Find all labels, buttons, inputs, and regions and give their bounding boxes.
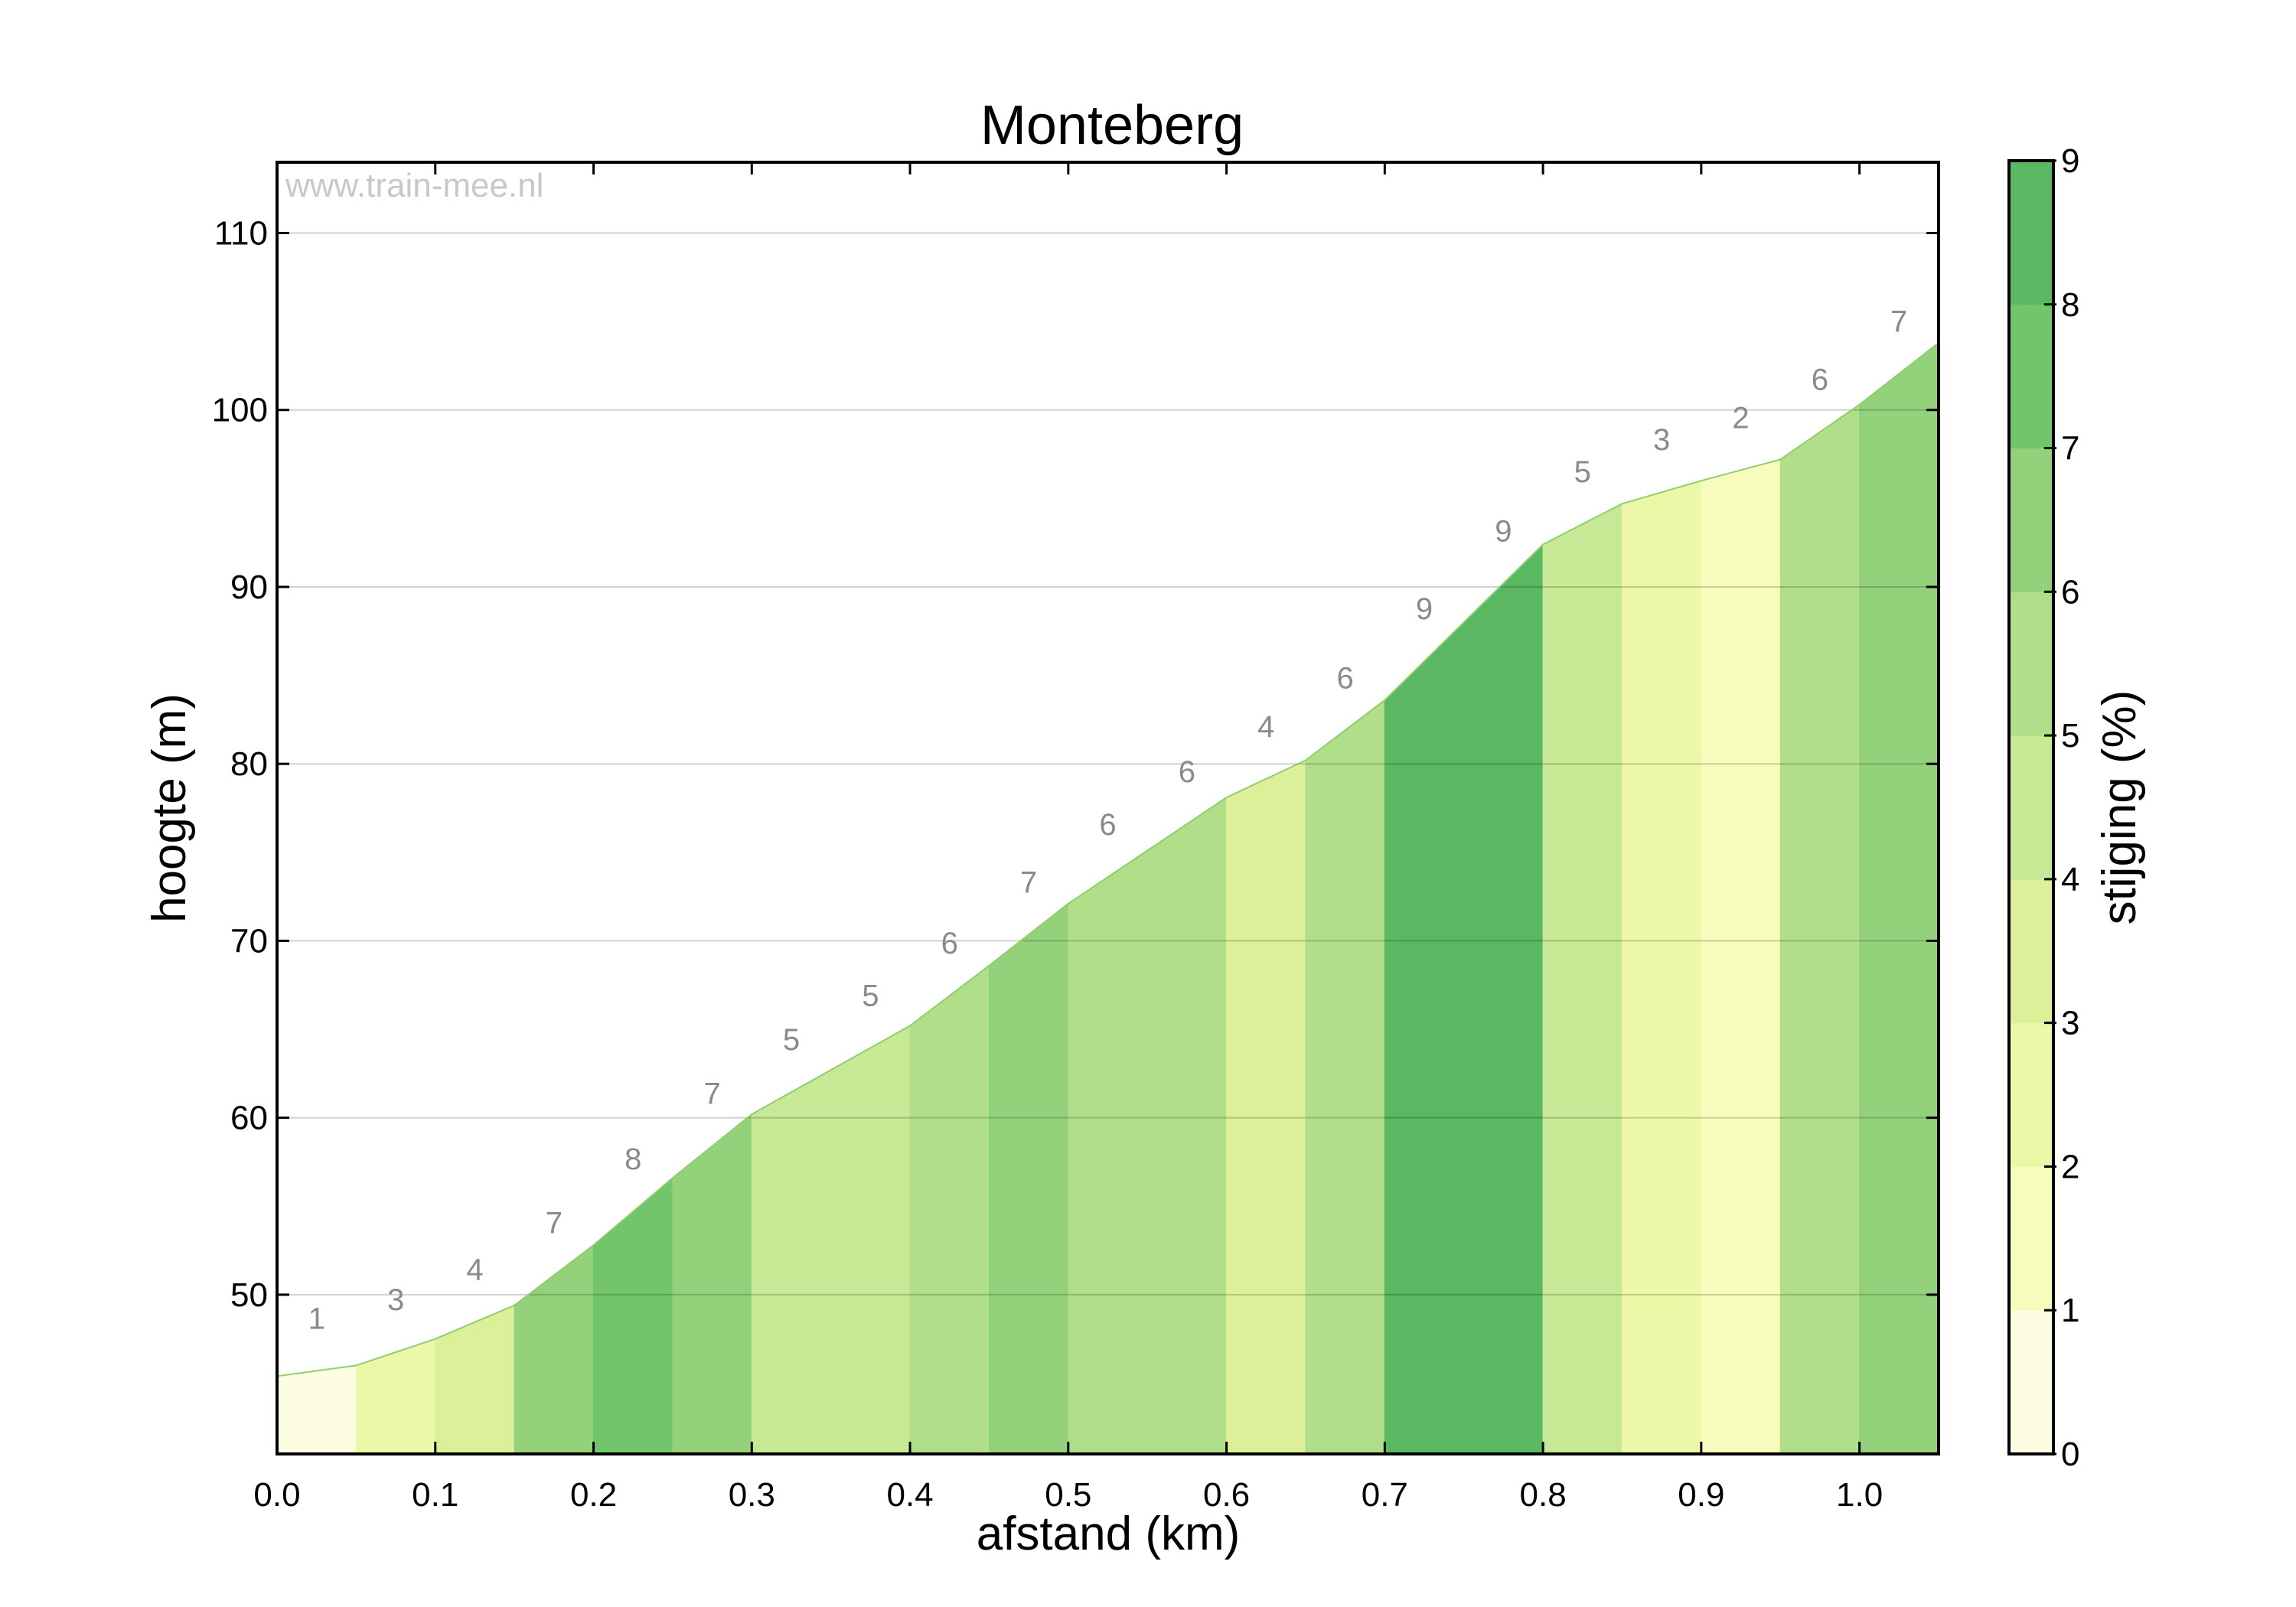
y-tick-label: 100 <box>212 392 268 429</box>
x-tick-label: 0.1 <box>412 1476 458 1514</box>
gradient-label: 2 <box>1732 401 1749 435</box>
x-tick-label: 0.2 <box>570 1476 617 1514</box>
y-tick-label: 60 <box>230 1100 268 1137</box>
colorbar-tick-label: 1 <box>2061 1292 2079 1329</box>
gradient-segment <box>1621 480 1702 1455</box>
gradient-segment <box>1226 759 1306 1455</box>
gradient-label: 1 <box>308 1302 325 1335</box>
gradient-segment <box>909 964 990 1455</box>
gradient-segment <box>1384 621 1465 1455</box>
colorbar-frame <box>2007 159 2055 1455</box>
gradient-labels: 1 3 4 7 8 7 5 5 6 7 6 6 4 6 9 9 5 3 2 6 7 <box>308 305 1908 1335</box>
gradient-label: 6 <box>1099 808 1116 842</box>
gradient-segment <box>1859 341 1939 1455</box>
x-tick-label: 0.0 <box>253 1476 300 1514</box>
colorbar-segment <box>2009 735 2053 880</box>
y-axis-label: hoogte (m) <box>143 693 196 923</box>
x-tick-label: 0.3 <box>729 1476 775 1514</box>
y-tick-label: 70 <box>230 922 268 960</box>
colorbar-label: stijging (%) <box>2093 690 2146 925</box>
gradient-segment <box>1542 503 1623 1455</box>
colorbar-segment <box>2009 448 2053 592</box>
colorbar-tick-label: 4 <box>2061 861 2079 898</box>
colorbar-ticks: 0 1 2 3 4 5 6 7 8 9 <box>2044 142 2079 1473</box>
colorbar-tick-label: 8 <box>2061 286 2079 324</box>
colorbar-segment <box>2009 304 2053 449</box>
gradient-label: 5 <box>1574 455 1591 489</box>
colorbar-tick-label: 9 <box>2061 142 2079 180</box>
colorbar-segment <box>2009 1310 2053 1455</box>
gradient-segment <box>672 1113 752 1455</box>
x-tick-label: 0.9 <box>1678 1476 1724 1514</box>
x-axis-ticks: 0.0 0.1 0.2 0.3 0.4 0.5 0.6 0.7 0.8 0.9 1.0 <box>253 162 1883 1514</box>
colorbar-segment <box>2009 1166 2053 1311</box>
gradient-segment <box>276 1364 357 1455</box>
gradient-segment <box>830 1025 911 1455</box>
gradient-segment <box>988 902 1069 1455</box>
gradient-label: 4 <box>1257 710 1274 744</box>
gradient-segment <box>1463 543 1544 1455</box>
y-tick-label: 110 <box>214 214 268 252</box>
gradient-segment <box>1779 403 1861 1455</box>
x-axis-label: afstand (km) <box>977 1508 1241 1560</box>
colorbar-segment <box>2009 592 2053 736</box>
y-axis-ticks: 50 60 70 80 90 100 110 <box>212 214 1939 1314</box>
colorbar-tick-label: 2 <box>2061 1148 2079 1185</box>
colorbar-tick-label: 7 <box>2061 430 2079 468</box>
gradient-label: 9 <box>1495 514 1512 548</box>
colorbar-tick-label: 0 <box>2061 1436 2079 1473</box>
gradient-label: 5 <box>783 1023 800 1057</box>
gradient-label: 8 <box>625 1143 641 1176</box>
x-tick-label: 0.8 <box>1520 1476 1567 1514</box>
colorbar <box>2009 161 2053 1455</box>
x-tick-label: 1.0 <box>1836 1476 1883 1514</box>
y-tick-label: 80 <box>230 745 268 783</box>
gradient-label: 3 <box>1653 423 1670 457</box>
gradient-label: 5 <box>862 979 879 1012</box>
gradient-segment <box>514 1244 595 1455</box>
gridlines <box>277 232 1939 1296</box>
gradient-label: 6 <box>1812 363 1828 397</box>
gradient-label: 6 <box>941 927 958 960</box>
gradient-segment <box>1701 458 1781 1455</box>
gradient-segment <box>355 1338 436 1455</box>
gradient-label: 3 <box>387 1283 404 1317</box>
x-tick-label: 0.4 <box>886 1476 933 1514</box>
colorbar-tick-label: 6 <box>2061 573 2079 611</box>
gradient-label: 6 <box>1337 661 1354 695</box>
gradient-label: 7 <box>546 1206 563 1240</box>
plot-frame <box>276 161 1940 1455</box>
gradient-label: 9 <box>1416 592 1433 626</box>
colorbar-tick-label: 5 <box>2061 717 2079 755</box>
gradient-segment <box>1305 699 1385 1455</box>
colorbar-tick-label: 3 <box>2061 1005 2079 1042</box>
gradient-segment <box>751 1069 832 1455</box>
elevation-line <box>276 342 1939 1377</box>
gradient-label: 6 <box>1179 755 1195 789</box>
gradient-label: 7 <box>703 1077 720 1111</box>
gradient-segment <box>1146 797 1228 1455</box>
x-tick-label: 0.6 <box>1203 1476 1250 1514</box>
gradient-label: 7 <box>1890 305 1907 338</box>
y-tick-label: 50 <box>230 1276 268 1314</box>
x-tick-label: 0.5 <box>1045 1476 1091 1514</box>
colorbar-segment <box>2009 1022 2053 1167</box>
gradient-segment <box>593 1177 673 1455</box>
chart-title: Monteberg <box>980 95 1244 156</box>
gradient-label: 7 <box>1020 865 1037 899</box>
watermark: www.train-mee.nl <box>285 167 543 204</box>
gradient-segment <box>435 1305 515 1455</box>
colorbar-segment <box>2009 878 2053 1024</box>
y-tick-label: 90 <box>230 569 268 606</box>
gradient-label: 4 <box>466 1253 483 1287</box>
gradient-segments <box>276 341 1939 1455</box>
x-tick-label: 0.7 <box>1362 1476 1408 1514</box>
colorbar-segment <box>2009 161 2053 305</box>
